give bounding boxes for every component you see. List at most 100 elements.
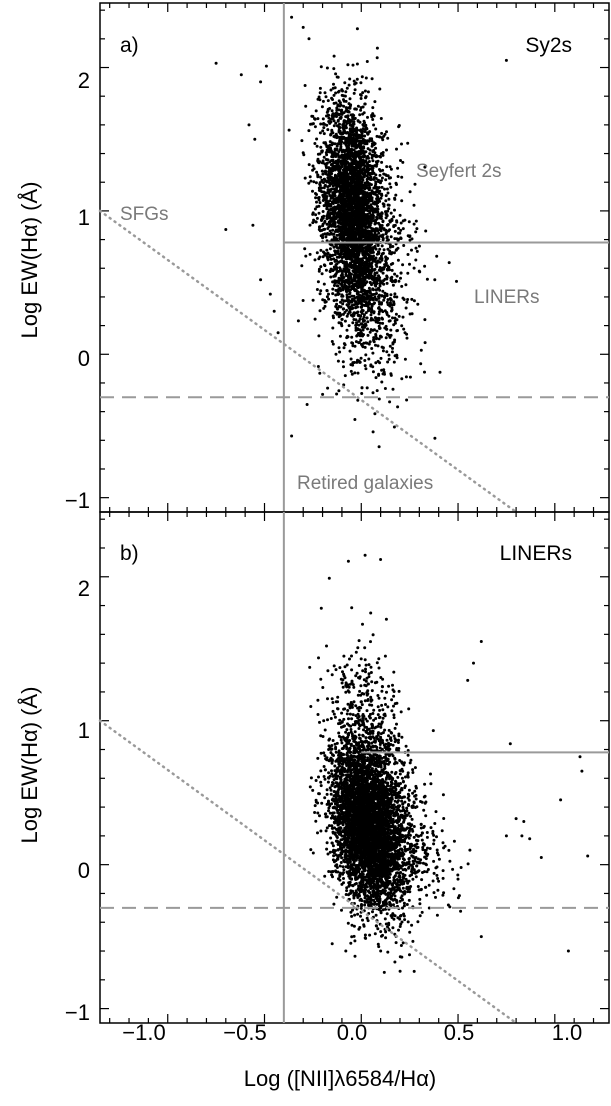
data-point — [354, 236, 357, 240]
data-point — [368, 211, 372, 215]
data-point — [384, 194, 388, 198]
data-point — [359, 356, 363, 360]
data-point — [351, 361, 355, 365]
data-point — [322, 155, 326, 159]
data-point — [350, 161, 354, 165]
data-point — [408, 312, 412, 316]
data-point — [354, 302, 357, 306]
data-point — [344, 99, 348, 103]
data-point — [305, 403, 309, 406]
data-point — [313, 142, 317, 145]
data-point — [377, 300, 381, 304]
data-point — [387, 333, 391, 337]
data-point — [340, 294, 344, 298]
data-point — [353, 279, 357, 283]
data-point — [425, 277, 429, 281]
data-point — [322, 214, 326, 218]
data-point — [371, 391, 375, 395]
data-point — [314, 779, 318, 782]
data-point — [357, 237, 361, 241]
data-point — [379, 356, 383, 360]
data-point — [350, 147, 354, 151]
data-point — [330, 179, 334, 183]
data-point — [313, 117, 317, 121]
data-point — [389, 167, 393, 171]
data-point — [341, 208, 345, 212]
data-point — [318, 131, 322, 135]
data-point — [423, 370, 426, 374]
data-point — [347, 324, 351, 328]
data-point — [371, 370, 375, 374]
data-point — [333, 217, 337, 221]
data-point — [341, 302, 345, 306]
data-point — [384, 228, 388, 232]
data-point — [337, 246, 341, 250]
data-point — [355, 130, 358, 134]
data-point — [362, 134, 366, 138]
data-point — [380, 294, 384, 298]
data-point — [389, 328, 393, 332]
data-point — [339, 232, 343, 236]
data-point — [401, 315, 405, 319]
data-point — [334, 148, 338, 152]
data-point — [340, 108, 344, 112]
data-point — [374, 221, 378, 225]
data-point — [408, 262, 411, 266]
data-point — [415, 249, 419, 253]
data-point — [327, 120, 331, 123]
data-point — [348, 77, 352, 81]
data-point — [336, 112, 340, 116]
data-point — [331, 211, 335, 215]
data-point — [380, 212, 384, 215]
data-point — [367, 198, 371, 202]
data-point — [308, 175, 312, 179]
data-point — [378, 708, 382, 712]
data-point — [342, 233, 346, 237]
data-point — [375, 228, 378, 231]
data-point — [325, 161, 329, 165]
data-point — [359, 152, 363, 156]
data-point — [355, 126, 359, 130]
data-point — [354, 185, 358, 189]
data-point — [360, 196, 364, 200]
data-point — [339, 160, 343, 164]
data-point — [341, 312, 345, 316]
data-point — [359, 280, 363, 284]
data-point — [357, 136, 360, 140]
data-point — [331, 116, 335, 120]
data-point — [364, 322, 367, 326]
data-point — [373, 295, 377, 299]
data-point — [311, 114, 315, 118]
data-point — [331, 219, 335, 223]
data-point — [366, 327, 369, 331]
data-point — [304, 254, 308, 258]
data-point — [362, 249, 366, 253]
data-point — [401, 263, 405, 267]
data-point — [328, 269, 332, 273]
data-point — [380, 345, 384, 349]
data-point — [328, 229, 332, 233]
data-point — [370, 347, 374, 350]
data-point — [359, 136, 363, 140]
data-point — [388, 400, 392, 404]
data-point — [370, 237, 374, 241]
data-point — [352, 318, 356, 321]
data-point — [335, 233, 339, 237]
data-point — [315, 137, 319, 141]
data-point — [333, 205, 337, 209]
data-point — [344, 154, 348, 158]
data-point — [330, 216, 334, 220]
data-point — [370, 307, 373, 311]
data-point — [350, 171, 354, 175]
data-point — [374, 247, 378, 251]
data-point — [354, 150, 357, 154]
data-point — [386, 174, 390, 178]
data-point — [360, 130, 364, 134]
data-point — [380, 308, 383, 312]
data-point — [342, 136, 346, 140]
data-point — [340, 283, 344, 287]
data-point — [317, 161, 321, 165]
data-point — [358, 146, 362, 150]
data-point — [334, 244, 338, 248]
data-point — [337, 195, 341, 199]
